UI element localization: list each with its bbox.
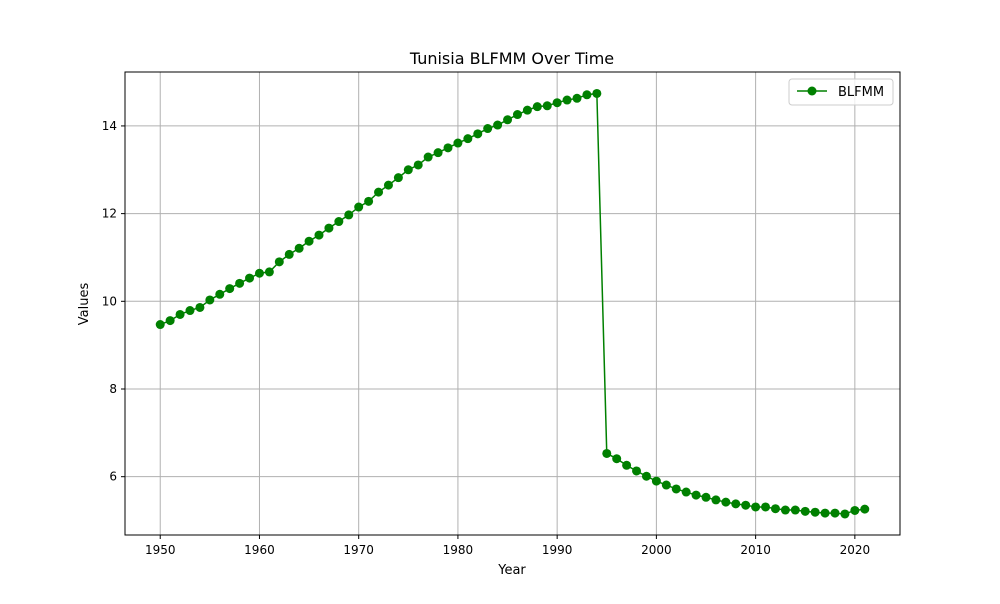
data-point bbox=[512, 110, 522, 120]
data-point bbox=[592, 88, 602, 98]
data-point bbox=[403, 165, 413, 175]
data-point bbox=[433, 148, 443, 158]
data-point bbox=[254, 268, 264, 278]
legend-marker-swatch bbox=[807, 86, 817, 96]
data-point bbox=[582, 90, 592, 100]
data-point bbox=[830, 508, 840, 518]
data-point bbox=[691, 490, 701, 500]
data-point bbox=[344, 210, 354, 220]
data-point bbox=[185, 306, 195, 316]
data-point bbox=[810, 507, 820, 517]
data-point bbox=[264, 267, 274, 277]
data-point bbox=[195, 302, 205, 312]
x-tick-label: 1980 bbox=[443, 543, 474, 557]
legend-label-blfmm: BLFMM bbox=[838, 85, 884, 100]
data-point bbox=[542, 101, 552, 111]
data-point bbox=[453, 138, 463, 148]
data-point bbox=[483, 124, 493, 134]
data-point bbox=[324, 223, 334, 233]
data-point bbox=[622, 460, 632, 470]
y-axis-label: Values bbox=[77, 283, 92, 326]
data-point bbox=[473, 129, 483, 139]
data-point bbox=[790, 505, 800, 515]
data-point bbox=[314, 230, 324, 240]
data-point bbox=[245, 273, 255, 283]
data-point bbox=[522, 105, 532, 115]
x-tick-label: 1960 bbox=[244, 543, 275, 557]
data-point bbox=[235, 278, 245, 288]
data-point bbox=[175, 309, 185, 319]
data-point bbox=[503, 115, 513, 125]
y-tick-label: 10 bbox=[102, 294, 117, 308]
y-tick-label: 12 bbox=[102, 207, 117, 221]
data-point bbox=[612, 454, 622, 464]
x-tick-label: 1990 bbox=[542, 543, 573, 557]
data-point bbox=[800, 506, 810, 516]
data-point bbox=[393, 173, 403, 183]
data-point bbox=[225, 284, 235, 294]
x-tick-label: 2010 bbox=[740, 543, 771, 557]
data-point bbox=[205, 295, 215, 305]
data-point bbox=[532, 102, 542, 112]
data-point bbox=[383, 180, 393, 190]
data-point bbox=[374, 187, 384, 197]
y-axis-ticks: 6 8 10 12 14 bbox=[102, 119, 125, 484]
grid-lines bbox=[125, 72, 900, 535]
y-tick-label: 14 bbox=[102, 119, 117, 133]
plot-area-frame bbox=[124, 71, 901, 536]
data-point bbox=[354, 202, 364, 212]
data-point bbox=[602, 448, 612, 458]
data-point bbox=[661, 480, 671, 490]
data-point bbox=[641, 471, 651, 481]
data-point bbox=[721, 497, 731, 507]
x-axis-label: Year bbox=[497, 563, 526, 578]
data-point bbox=[334, 217, 344, 227]
data-point bbox=[751, 502, 761, 512]
legend-box bbox=[788, 78, 894, 106]
data-point bbox=[155, 320, 165, 330]
x-tick-label: 2000 bbox=[641, 543, 672, 557]
data-point bbox=[413, 160, 423, 170]
data-point bbox=[463, 134, 473, 144]
data-point bbox=[671, 484, 681, 494]
y-tick-label: 8 bbox=[109, 382, 117, 396]
data-point bbox=[741, 500, 751, 510]
data-point bbox=[364, 196, 374, 206]
data-point bbox=[493, 120, 503, 130]
series-layer bbox=[155, 88, 870, 519]
data-point bbox=[731, 499, 741, 509]
data-point bbox=[820, 508, 830, 518]
data-point bbox=[651, 476, 661, 486]
data-point bbox=[840, 509, 850, 519]
data-point bbox=[284, 249, 294, 259]
x-tick-label: 2020 bbox=[840, 543, 871, 557]
x-axis-ticks: 1950 1960 1970 1980 1990 2000 2010 2020 bbox=[145, 535, 870, 557]
data-point bbox=[860, 504, 870, 514]
data-point bbox=[443, 143, 453, 153]
data-point bbox=[681, 487, 691, 497]
chart-title: Tunisia BLFMM Over Time bbox=[409, 49, 614, 68]
legend: BLFMM bbox=[788, 78, 894, 106]
data-point bbox=[562, 95, 572, 105]
data-point bbox=[215, 289, 225, 299]
data-point bbox=[711, 495, 721, 505]
data-point bbox=[780, 505, 790, 515]
data-point bbox=[294, 243, 304, 253]
data-point bbox=[423, 152, 433, 162]
x-tick-label: 1950 bbox=[145, 543, 176, 557]
data-point bbox=[701, 492, 711, 502]
y-tick-label: 6 bbox=[109, 470, 117, 484]
data-point bbox=[304, 236, 314, 246]
data-point bbox=[165, 316, 175, 326]
data-point bbox=[552, 98, 562, 108]
data-point bbox=[761, 502, 771, 512]
data-point bbox=[274, 257, 284, 267]
data-point bbox=[632, 466, 642, 476]
data-point bbox=[572, 93, 582, 103]
data-point bbox=[850, 505, 860, 515]
x-tick-label: 1970 bbox=[343, 543, 374, 557]
data-point bbox=[770, 504, 780, 514]
